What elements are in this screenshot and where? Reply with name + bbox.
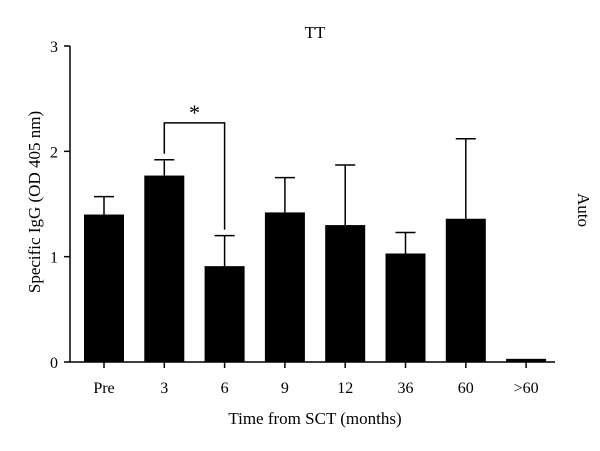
bar — [204, 266, 245, 362]
bar — [144, 175, 185, 362]
x-axis-label: Time from SCT (months) — [228, 409, 401, 428]
y-tick-label: 3 — [50, 39, 58, 56]
bar — [445, 218, 486, 362]
chart-title: TT — [305, 23, 326, 42]
bar — [325, 225, 366, 362]
y-axis-label: Specific IgG (OD 405 nm) — [25, 111, 44, 293]
bar — [264, 212, 305, 362]
x-tick-label: 9 — [281, 380, 289, 397]
x-tick-label: >60 — [514, 380, 539, 397]
significance-star: * — [189, 100, 200, 125]
y-tick-label: 2 — [50, 144, 58, 161]
x-tick-label: Pre — [93, 380, 114, 397]
x-tick-label: 36 — [398, 380, 414, 397]
x-tick-label: 3 — [160, 380, 168, 397]
bar — [84, 214, 124, 362]
x-tick-label: 12 — [337, 380, 353, 397]
bar — [385, 253, 426, 362]
y-tick-label: 1 — [50, 250, 58, 267]
x-tick-label: 6 — [221, 380, 229, 397]
x-tick-label: 60 — [458, 380, 474, 397]
side-label: Auto — [574, 193, 593, 227]
significance-bracket — [163, 122, 226, 230]
bar — [506, 358, 547, 362]
y-tick-label: 0 — [50, 355, 58, 372]
